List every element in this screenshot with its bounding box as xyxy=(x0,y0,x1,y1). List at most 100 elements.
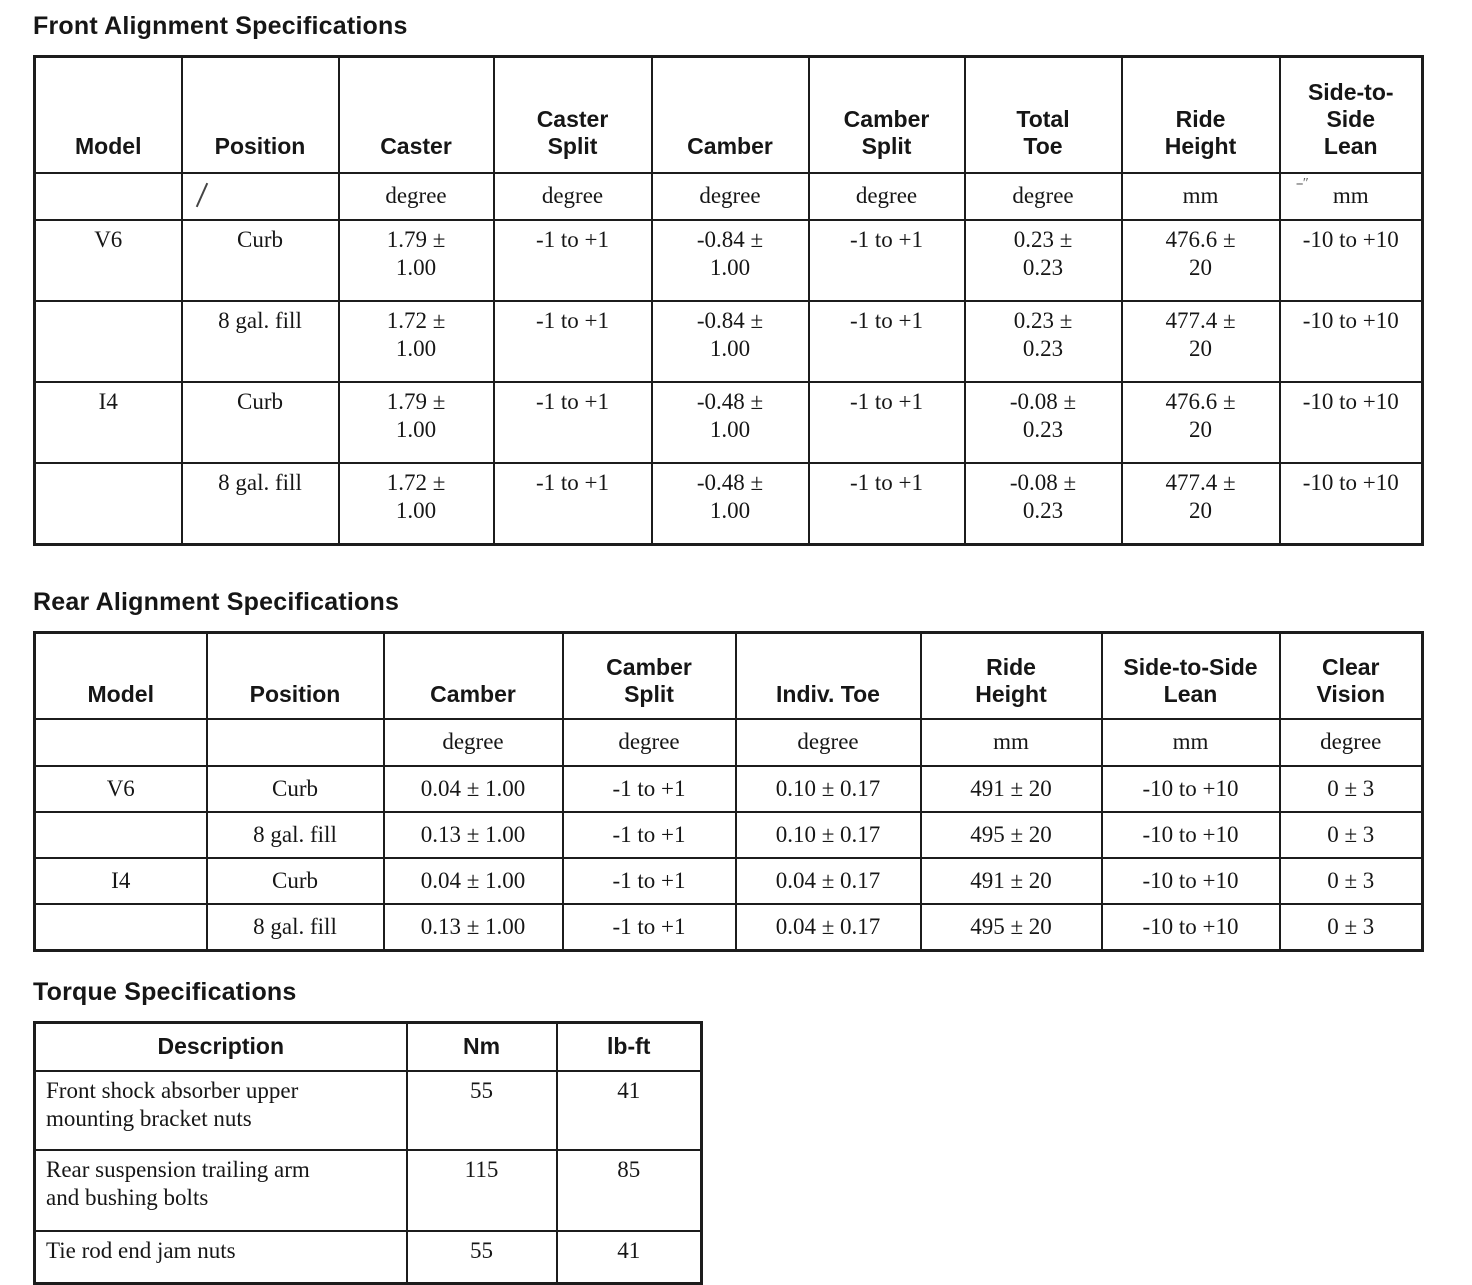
cell: 1.72 ± 1.00 xyxy=(337,300,495,383)
unit-cell xyxy=(180,172,340,221)
column-header: lb-ft xyxy=(555,1021,703,1072)
cell: 0 ± 3 xyxy=(1278,903,1424,952)
cell: -10 to +10 xyxy=(1100,857,1281,905)
cell: Curb xyxy=(180,219,340,302)
cell: Rear suspension trailing arm and bushing… xyxy=(33,1149,408,1232)
table-row: V6 Curb 1.79 ± 1.00 -1 to +1 -0.84 ± 1.0… xyxy=(33,219,1424,302)
cell: 1.72 ± 1.00 xyxy=(337,462,495,546)
column-header: Caster xyxy=(337,55,495,174)
cell xyxy=(33,462,183,546)
cell: -10 to +10 xyxy=(1100,811,1281,859)
unit-cell xyxy=(33,718,208,767)
table-row: I4 Curb 1.79 ± 1.00 -1 to +1 -0.48 ± 1.0… xyxy=(33,381,1424,464)
column-header: Indiv. Toe xyxy=(734,631,922,720)
cell: 476.6 ± 20 xyxy=(1120,381,1281,464)
table-header-row: Description Nm lb-ft xyxy=(33,1021,703,1072)
cell: 495 ± 20 xyxy=(919,811,1103,859)
cell: 0.23 ± 0.23 xyxy=(963,300,1123,383)
unit-cell: degree xyxy=(963,172,1123,221)
cell: -1 to +1 xyxy=(807,300,966,383)
cell: 0.04 ± 1.00 xyxy=(382,857,564,905)
column-header: Side-to- Side Lean xyxy=(1278,55,1424,174)
units-row: degree degree degree mm mm degree xyxy=(33,718,1424,767)
column-header: Total Toe xyxy=(963,55,1123,174)
cell: 0 ± 3 xyxy=(1278,765,1424,813)
cell: -10 to +10 xyxy=(1278,300,1424,383)
rear-alignment-table: Model Position Camber Camber Split Indiv… xyxy=(33,631,1424,952)
column-header: Camber Split xyxy=(561,631,737,720)
cell: Curb xyxy=(205,765,385,813)
unit-cell: degree xyxy=(734,718,922,767)
cell: V6 xyxy=(33,765,208,813)
cell: 477.4 ± 20 xyxy=(1120,462,1281,546)
cell: 477.4 ± 20 xyxy=(1120,300,1281,383)
cell: 8 gal. fill xyxy=(205,903,385,952)
table-row: Front shock absorber upper mounting brac… xyxy=(33,1070,703,1151)
unit-cell: degree xyxy=(337,172,495,221)
front-table-title: Front Alignment Specifications xyxy=(33,12,408,40)
cell: -0.48 ± 1.00 xyxy=(650,462,810,546)
column-header: Model xyxy=(33,55,183,174)
cell: 491 ± 20 xyxy=(919,765,1103,813)
cell: 495 ± 20 xyxy=(919,903,1103,952)
cell: Tie rod end jam nuts xyxy=(33,1230,408,1285)
column-header: Description xyxy=(33,1021,408,1072)
cell: 0.10 ± 0.17 xyxy=(734,811,922,859)
cell: -1 to +1 xyxy=(561,811,737,859)
table-header-row: Model Position Camber Camber Split Indiv… xyxy=(33,631,1424,720)
cell: -1 to +1 xyxy=(492,462,653,546)
column-header: Model xyxy=(33,631,208,720)
cell: -1 to +1 xyxy=(807,462,966,546)
cell: 0.13 ± 1.00 xyxy=(382,811,564,859)
cell: 8 gal. fill xyxy=(205,811,385,859)
cell: 55 xyxy=(405,1230,558,1285)
unit-cell: degree xyxy=(382,718,564,767)
cell: 0.04 ± 1.00 xyxy=(382,765,564,813)
unit-cell: degree xyxy=(1278,718,1424,767)
table-row: Tie rod end jam nuts 55 41 xyxy=(33,1230,703,1285)
table-row: Rear suspension trailing arm and bushing… xyxy=(33,1149,703,1232)
table-row: V6 Curb 0.04 ± 1.00 -1 to +1 0.10 ± 0.17… xyxy=(33,765,1424,813)
table-row: 8 gal. fill 0.13 ± 1.00 -1 to +1 0.04 ± … xyxy=(33,903,1424,952)
torque-specifications-table: Description Nm lb-ft Front shock absorbe… xyxy=(33,1021,703,1285)
cell xyxy=(33,300,183,383)
cell: 491 ± 20 xyxy=(919,857,1103,905)
cell: 0.23 ± 0.23 xyxy=(963,219,1123,302)
cell: 41 xyxy=(555,1070,703,1151)
cell: V6 xyxy=(33,219,183,302)
cell: -0.08 ± 0.23 xyxy=(963,462,1123,546)
cell: 41 xyxy=(555,1230,703,1285)
cell: 476.6 ± 20 xyxy=(1120,219,1281,302)
cell xyxy=(33,811,208,859)
table-header-row: Model Position Caster Caster Split Cambe… xyxy=(33,55,1424,174)
unit-cell: mm xyxy=(1120,172,1281,221)
scan-artifact xyxy=(195,182,208,208)
cell: 0.13 ± 1.00 xyxy=(382,903,564,952)
column-header: Nm xyxy=(405,1021,558,1072)
cell: -1 to +1 xyxy=(492,219,653,302)
cell: -0.84 ± 1.00 xyxy=(650,300,810,383)
column-header: Ride Height xyxy=(1120,55,1281,174)
cell: -1 to +1 xyxy=(561,765,737,813)
cell: 85 xyxy=(555,1149,703,1232)
cell: 0 ± 3 xyxy=(1278,811,1424,859)
column-header: Position xyxy=(180,55,340,174)
column-header: Caster Split xyxy=(492,55,653,174)
unit-cell: degree xyxy=(650,172,810,221)
cell: -10 to +10 xyxy=(1100,903,1281,952)
cell: Front shock absorber upper mounting brac… xyxy=(33,1070,408,1151)
cell: 0.04 ± 0.17 xyxy=(734,903,922,952)
cell: 8 gal. fill xyxy=(180,462,340,546)
torque-table-title: Torque Specifications xyxy=(33,978,297,1006)
cell: -1 to +1 xyxy=(561,857,737,905)
cell: 115 xyxy=(405,1149,558,1232)
cell: -1 to +1 xyxy=(561,903,737,952)
unit-cell xyxy=(33,172,183,221)
unit-cell: degree xyxy=(561,718,737,767)
cell: I4 xyxy=(33,857,208,905)
table-row: I4 Curb 0.04 ± 1.00 -1 to +1 0.04 ± 0.17… xyxy=(33,857,1424,905)
column-header: Position xyxy=(205,631,385,720)
table-row: 8 gal. fill 0.13 ± 1.00 -1 to +1 0.10 ± … xyxy=(33,811,1424,859)
cell: I4 xyxy=(33,381,183,464)
